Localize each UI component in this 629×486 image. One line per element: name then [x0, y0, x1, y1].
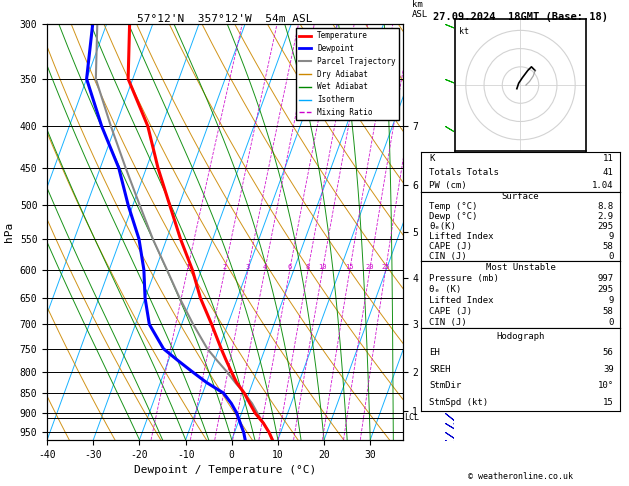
Text: StmSpd (kt): StmSpd (kt)	[430, 398, 489, 407]
Text: Totals Totals: Totals Totals	[430, 168, 499, 176]
Text: 8.8: 8.8	[598, 202, 614, 211]
Text: Lifted Index: Lifted Index	[430, 296, 494, 305]
Text: Most Unstable: Most Unstable	[486, 262, 555, 272]
Text: 8: 8	[306, 264, 310, 270]
Text: PW (cm): PW (cm)	[430, 181, 467, 190]
Text: km
ASL: km ASL	[412, 0, 428, 19]
Text: 9: 9	[608, 232, 614, 241]
Text: 1: 1	[186, 264, 189, 270]
Text: 10: 10	[318, 264, 327, 270]
Text: SREH: SREH	[430, 365, 451, 374]
Text: 20: 20	[365, 264, 374, 270]
Text: Surface: Surface	[502, 192, 539, 201]
Text: 41: 41	[603, 168, 614, 176]
Text: Temp (°C): Temp (°C)	[430, 202, 478, 211]
Text: 295: 295	[598, 285, 614, 294]
Text: 0: 0	[608, 252, 614, 261]
Text: CAPE (J): CAPE (J)	[430, 242, 472, 251]
Text: 2: 2	[223, 264, 227, 270]
Text: 3: 3	[246, 264, 250, 270]
Text: kt: kt	[459, 27, 469, 36]
Text: 9: 9	[608, 296, 614, 305]
Text: 27.09.2024  18GMT (Base: 18): 27.09.2024 18GMT (Base: 18)	[433, 12, 608, 22]
Text: CAPE (J): CAPE (J)	[430, 307, 472, 316]
Text: © weatheronline.co.uk: © weatheronline.co.uk	[468, 472, 573, 481]
Text: 58: 58	[603, 242, 614, 251]
Text: K: K	[430, 154, 435, 163]
Text: 56: 56	[603, 348, 614, 357]
Text: CIN (J): CIN (J)	[430, 252, 467, 261]
Text: 0: 0	[608, 318, 614, 327]
Text: θₑ (K): θₑ (K)	[430, 285, 462, 294]
Text: Pressure (mb): Pressure (mb)	[430, 274, 499, 283]
Text: Dewp (°C): Dewp (°C)	[430, 212, 478, 221]
Text: 10°: 10°	[598, 382, 614, 390]
Legend: Temperature, Dewpoint, Parcel Trajectory, Dry Adiabat, Wet Adiabat, Isotherm, Mi: Temperature, Dewpoint, Parcel Trajectory…	[296, 28, 399, 120]
Text: LCL: LCL	[404, 414, 419, 422]
Title: 57°12'N  357°12'W  54m ASL: 57°12'N 357°12'W 54m ASL	[137, 14, 313, 23]
X-axis label: Dewpoint / Temperature (°C): Dewpoint / Temperature (°C)	[134, 465, 316, 475]
Text: 1.04: 1.04	[592, 181, 614, 190]
Text: 11: 11	[603, 154, 614, 163]
Text: 39: 39	[603, 365, 614, 374]
Text: 25: 25	[381, 264, 390, 270]
Text: EH: EH	[430, 348, 440, 357]
Text: 997: 997	[598, 274, 614, 283]
Text: 6: 6	[287, 264, 292, 270]
Text: 15: 15	[603, 398, 614, 407]
Text: 4: 4	[263, 264, 267, 270]
Text: CIN (J): CIN (J)	[430, 318, 467, 327]
Text: Hodograph: Hodograph	[496, 332, 545, 341]
Text: 2.9: 2.9	[598, 212, 614, 221]
Y-axis label: hPa: hPa	[4, 222, 14, 242]
Text: StmDir: StmDir	[430, 382, 462, 390]
Text: 295: 295	[598, 222, 614, 231]
Text: Lifted Index: Lifted Index	[430, 232, 494, 241]
Text: θₑ(K): θₑ(K)	[430, 222, 456, 231]
Text: 15: 15	[345, 264, 354, 270]
Text: 58: 58	[603, 307, 614, 316]
